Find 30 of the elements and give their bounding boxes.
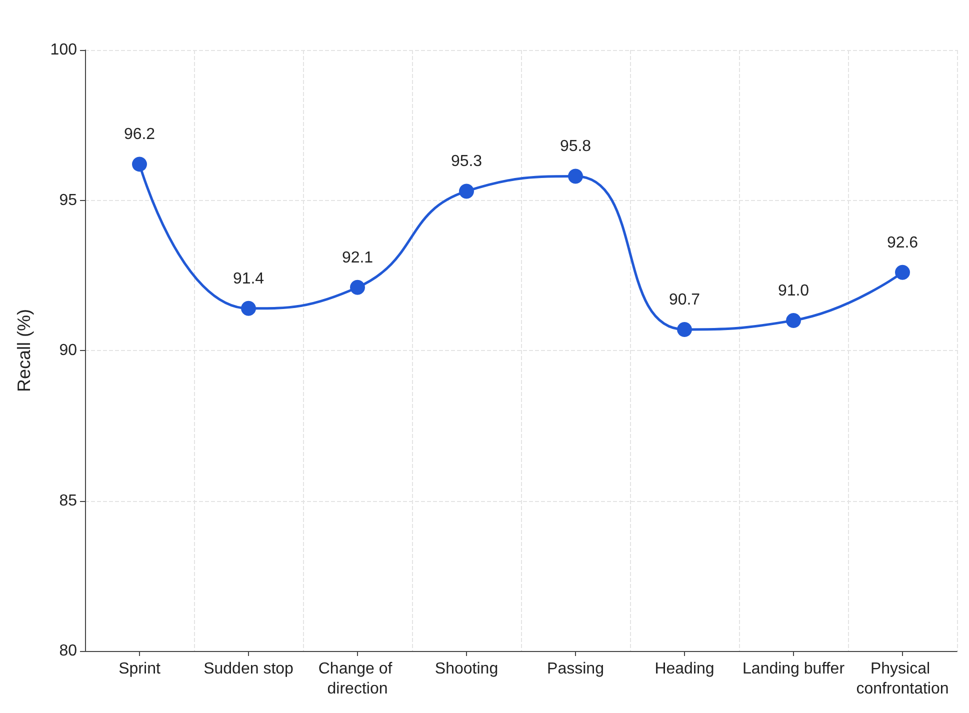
x-tick-label: Landing buffer bbox=[742, 660, 846, 678]
x-tick-label: Heading bbox=[654, 660, 714, 678]
data-label: 92.1 bbox=[342, 249, 374, 266]
data-label: 90.7 bbox=[668, 291, 700, 308]
point bbox=[241, 300, 256, 316]
point bbox=[568, 168, 583, 184]
data-label: 91.4 bbox=[232, 270, 264, 288]
x-tick-label: Sudden stop bbox=[204, 660, 294, 678]
point bbox=[677, 322, 692, 337]
point bbox=[786, 312, 801, 328]
x-tick-label: Passing bbox=[547, 660, 604, 678]
point bbox=[350, 280, 365, 295]
point bbox=[895, 264, 910, 280]
data-label: 96.2 bbox=[124, 126, 156, 144]
x-tick-label: Shooting bbox=[434, 660, 498, 678]
y-axis-title: Recall (%) bbox=[14, 308, 34, 392]
point bbox=[459, 184, 474, 199]
data-label: 95.8 bbox=[560, 138, 592, 156]
data-label: 95.3 bbox=[450, 153, 482, 170]
y-tick-label: 85 bbox=[59, 492, 78, 510]
y-tick-label: 90 bbox=[59, 342, 78, 359]
x-tick-label: Sprint bbox=[118, 660, 161, 678]
data-label: 92.6 bbox=[886, 234, 918, 252]
data-label: 91.0 bbox=[778, 282, 810, 300]
y-tick-label: 100 bbox=[50, 42, 78, 58]
x-tick-label: Change of direction bbox=[318, 660, 397, 698]
y-tick-label: 80 bbox=[59, 642, 78, 660]
point bbox=[132, 156, 147, 172]
y-tick-label: 95 bbox=[59, 192, 78, 209]
x-tick-label: Physical confrontation bbox=[856, 660, 949, 698]
